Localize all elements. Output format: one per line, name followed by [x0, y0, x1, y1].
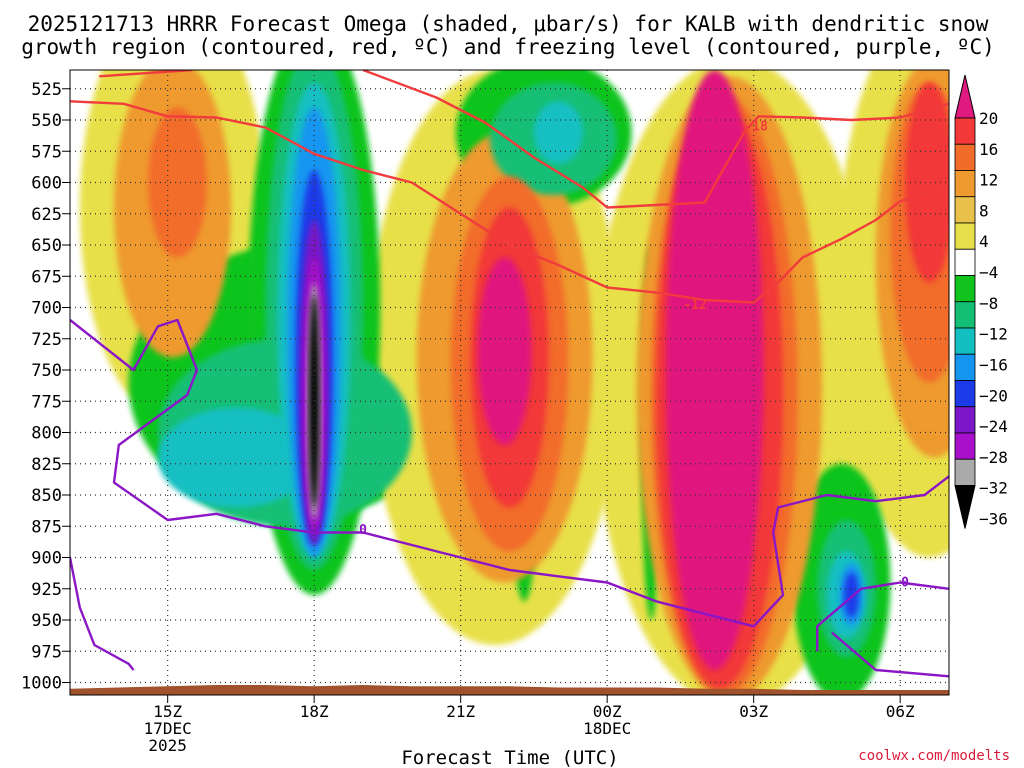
colorbar-swatch	[954, 301, 976, 329]
freezing-level-contour-label: 0	[359, 523, 367, 538]
x-axis-label: Forecast Time (UTC)	[401, 747, 618, 768]
y-tick-label: 825	[31, 455, 62, 475]
colorbar-swatch	[954, 275, 976, 303]
freezing-level-contours: 00	[70, 318, 949, 678]
colorbar-bottom-arrow	[954, 485, 976, 529]
y-axis: 525 550 575 600 625 650 675 700 725 750 775 800 825 8…	[21, 80, 70, 694]
colorbar-label: −16	[979, 355, 1008, 374]
y-tick-label: 625	[31, 205, 62, 225]
omega-contour-region	[309, 295, 320, 508]
y-tick-label: 675	[31, 267, 62, 287]
colorbar-swatch	[954, 432, 976, 460]
gridlines	[70, 70, 949, 695]
colorbar-label: 8	[979, 201, 989, 220]
y-tick-label: 900	[31, 549, 62, 569]
y-tick-label: 975	[31, 642, 62, 662]
y-tick-label: 575	[31, 142, 62, 162]
colorbar-label: −20	[979, 386, 1008, 405]
omega-contour-region	[844, 572, 859, 618]
freezing-level-contour-line	[70, 318, 949, 628]
chart-title-line-1: 2025121713 HRRR Forecast Omega (shaded, …	[28, 12, 989, 36]
terrain	[70, 685, 949, 695]
colorbar-swatch	[954, 196, 976, 224]
y-tick-label: 925	[31, 580, 62, 600]
x-tick-label: 18DEC	[583, 719, 631, 738]
x-tick-label: 2025	[148, 736, 187, 755]
dgz-contour-label: -18	[744, 119, 768, 134]
colorbar-swatch	[954, 248, 976, 276]
colorbar-swatch	[954, 327, 976, 355]
x-tick-label: 15Z	[153, 702, 182, 721]
freezing-level-contour-line	[816, 581, 949, 652]
colorbar-label: −32	[979, 479, 1008, 498]
y-tick-label: 775	[31, 392, 62, 412]
terrain-ground	[70, 685, 949, 695]
dgz-contour-line	[70, 100, 804, 304]
y-tick-label: 750	[31, 361, 62, 381]
dgz-contour-label: -12	[683, 298, 706, 313]
x-tick-label: 21Z	[446, 702, 475, 721]
y-tick-label: 1000	[21, 674, 62, 694]
y-tick-label: 800	[31, 424, 62, 444]
omega-contour-region	[665, 70, 764, 670]
x-tick-label: 03Z	[739, 702, 768, 721]
colorbar-swatch	[954, 170, 976, 198]
colorbar-top-arrow	[954, 74, 976, 119]
omega-contour-region	[533, 101, 583, 164]
credit-text: coolwx.com/modelts	[858, 748, 1010, 764]
colorbar-swatch	[954, 353, 976, 381]
omega-contour-region	[477, 257, 532, 445]
omega-contour-region	[148, 107, 207, 258]
freezing-level-contour-line	[831, 631, 949, 678]
dgz-contour-line	[99, 70, 193, 78]
colorbar-label: 4	[979, 232, 989, 251]
colorbar-label: −8	[979, 294, 998, 313]
colorbar-swatch	[954, 458, 976, 486]
colorbar: 20 16 12 8 4 −4 −8 −12 −16 −20 −24 −28 −32 −36	[954, 74, 1008, 529]
x-tick-label: 18Z	[300, 702, 329, 721]
colorbar-swatch	[954, 143, 976, 171]
y-tick-label: 600	[31, 174, 62, 194]
x-tick-label: 00Z	[593, 702, 622, 721]
y-tick-label: 950	[31, 611, 62, 631]
plot-area: -18-12 00	[70, 70, 949, 695]
dgz-contours: -18 -12	[70, 70, 949, 313]
y-tick-label: 875	[31, 517, 62, 537]
colorbar-swatch	[954, 222, 976, 250]
dgz-contour-line	[801, 187, 949, 259]
colorbar-label: 12	[979, 171, 998, 190]
colorbar-label: −24	[979, 417, 1008, 436]
colorbar-label: 20	[979, 109, 998, 128]
colorbar-swatch	[954, 380, 976, 408]
y-tick-label: 525	[31, 80, 62, 100]
omega-contour-region	[905, 82, 949, 283]
y-tick-label: 850	[31, 486, 62, 506]
y-tick-label: 550	[31, 111, 62, 131]
colorbar-label: −36	[979, 510, 1008, 529]
colorbar-label: 16	[979, 140, 998, 159]
colorbar-swatch	[954, 406, 976, 434]
y-tick-label: 650	[31, 236, 62, 256]
x-tick-label: 17DEC	[144, 719, 192, 738]
colorbar-label: −28	[979, 448, 1008, 467]
plot-frame	[69, 69, 950, 696]
y-tick-label: 700	[31, 299, 62, 319]
y-tick-label: 725	[31, 330, 62, 350]
colorbar-label: −12	[979, 325, 1008, 344]
freezing-level-contour-label: 0	[901, 576, 909, 591]
x-tick-label: 06Z	[886, 702, 915, 721]
colorbar-swatch	[954, 117, 976, 145]
colorbar-label: −4	[979, 263, 998, 282]
dgz-contour-line	[362, 70, 949, 209]
freezing-level-contour-line	[70, 557, 135, 671]
chart-title-line-2: growth region (contoured, red, ºC) and f…	[21, 35, 995, 59]
